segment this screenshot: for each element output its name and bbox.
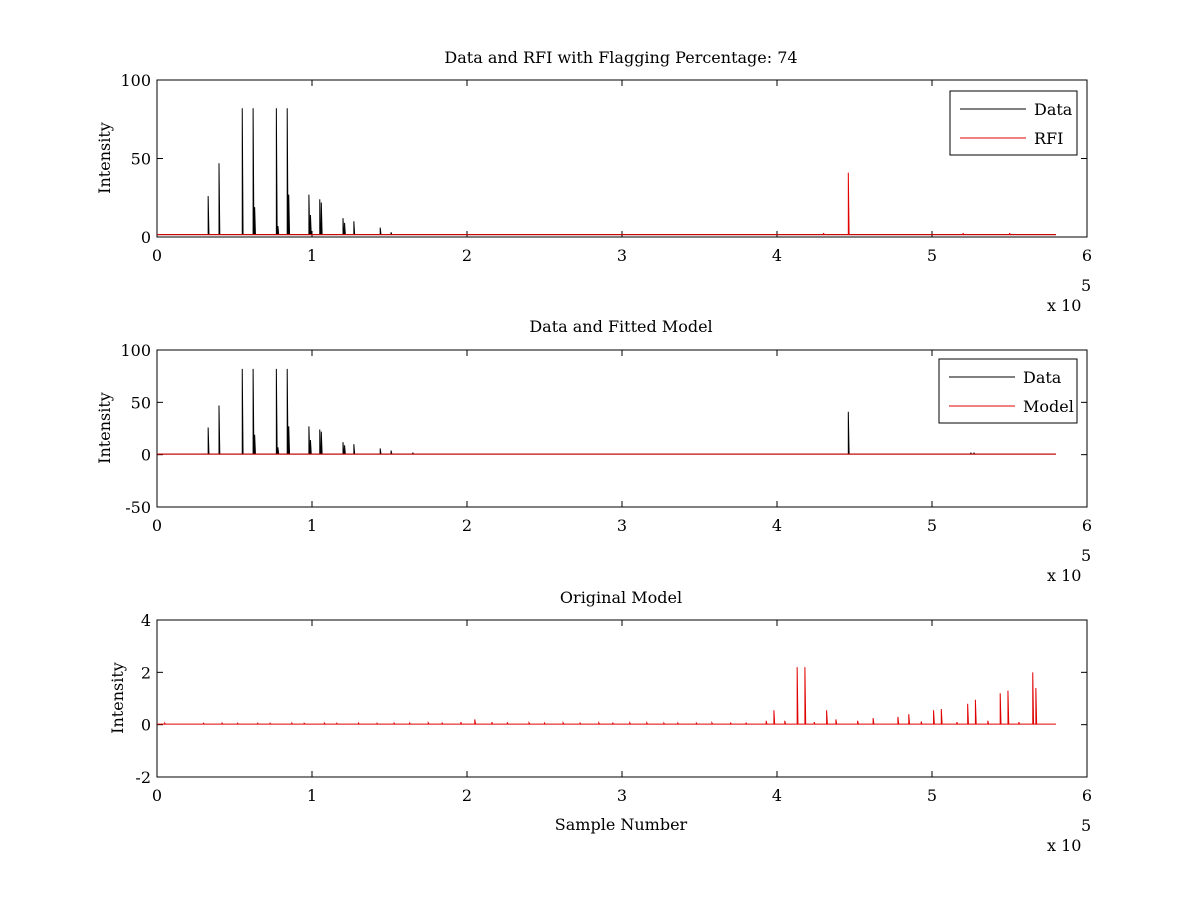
y-tick-label: 0	[141, 446, 151, 465]
x-tick-label: 1	[307, 786, 317, 805]
chart-title: Data and Fitted Model	[529, 317, 712, 336]
y-axis-label: Intensity	[95, 392, 114, 464]
x-tick-label: 5	[927, 516, 937, 535]
x-tick-label: 4	[772, 246, 782, 265]
x-tick-label: 0	[152, 246, 162, 265]
legend-label: Data	[1023, 368, 1062, 387]
x-tick-label: 2	[462, 246, 472, 265]
x-axis-label: Sample Number	[555, 815, 688, 834]
x-exponent-power: 5	[1081, 546, 1091, 565]
y-tick-label: -2	[135, 768, 151, 787]
legend-box	[938, 358, 1078, 424]
y-tick-label: 50	[131, 150, 151, 169]
subplot-data-and-rfi: Data and RFI with Flagging Percentage: 7…	[95, 48, 1092, 315]
x-tick-label: 5	[927, 786, 937, 805]
y-axis-label: Intensity	[108, 662, 127, 734]
x-tick-label: 0	[152, 786, 162, 805]
x-tick-label: 3	[617, 246, 627, 265]
legend-label: Data	[1034, 100, 1073, 119]
x-exponent-label: x 10	[1047, 296, 1081, 315]
subplot-data-and-fitted-model: Data and Fitted Model Intensity 0 1 2 3 4 5 6 x…	[95, 317, 1092, 585]
x-tick-label: 3	[617, 786, 627, 805]
chart-title: Data and RFI with Flagging Percentage: 7…	[444, 48, 797, 67]
chart-title: Original Model	[560, 588, 682, 607]
x-tick-label: 4	[772, 516, 782, 535]
y-tick-label: 100	[120, 341, 151, 360]
legend-label: Model	[1023, 397, 1074, 416]
x-exponent-label: x 10	[1047, 836, 1081, 855]
y-tick-label: -50	[125, 498, 151, 517]
legend-box	[949, 90, 1078, 156]
x-tick-label: 6	[1082, 246, 1092, 265]
x-tick-label: 4	[772, 786, 782, 805]
y-tick-label: 0	[141, 716, 151, 735]
subplot-original-model: Original Model Intensity Sample Number 0…	[108, 588, 1092, 855]
x-tick-label: 1	[307, 246, 317, 265]
x-tick-label: 6	[1082, 516, 1092, 535]
x-exponent-power: 5	[1081, 276, 1091, 295]
y-tick-label: 2	[141, 663, 151, 682]
x-tick-label: 1	[307, 516, 317, 535]
x-tick-label: 0	[152, 516, 162, 535]
x-tick-label: 5	[927, 246, 937, 265]
x-tick-label: 6	[1082, 786, 1092, 805]
y-tick-label: 100	[120, 71, 151, 90]
y-tick-label: 50	[131, 393, 151, 412]
x-tick-label: 2	[462, 786, 472, 805]
model-series-line	[157, 667, 1056, 725]
x-tick-label: 2	[462, 516, 472, 535]
rfi-series-line	[157, 172, 1056, 236]
x-tick-label: 3	[617, 516, 627, 535]
x-exponent-power: 5	[1081, 816, 1091, 835]
y-axis-label: Intensity	[95, 122, 114, 194]
y-tick-label: 4	[141, 611, 151, 630]
x-exponent-label: x 10	[1047, 566, 1081, 585]
y-tick-label: 0	[141, 228, 151, 247]
legend-label: RFI	[1034, 129, 1063, 148]
